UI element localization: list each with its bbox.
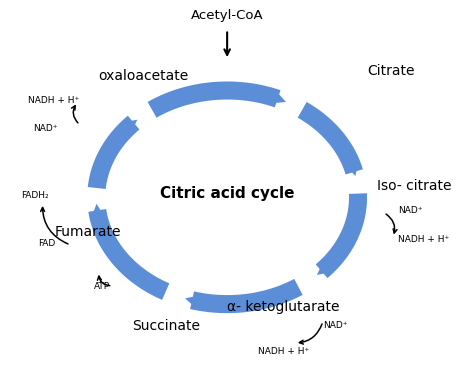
Text: NADH + H⁺: NADH + H⁺ (28, 96, 80, 104)
Text: Acetyl-CoA: Acetyl-CoA (191, 9, 264, 22)
Text: FADH₂: FADH₂ (21, 191, 49, 200)
Text: oxaloacetate: oxaloacetate (98, 69, 188, 83)
Text: NAD⁺: NAD⁺ (323, 320, 347, 330)
Text: Succinate: Succinate (132, 319, 201, 333)
Text: Citrate: Citrate (367, 65, 415, 79)
Text: NAD⁺: NAD⁺ (33, 124, 58, 133)
Text: Fumarate: Fumarate (54, 224, 121, 239)
Text: α- ketoglutarate: α- ketoglutarate (227, 300, 339, 314)
Text: NADH + H⁺: NADH + H⁺ (257, 347, 309, 356)
Text: NADH + H⁺: NADH + H⁺ (398, 235, 449, 244)
Text: Citric acid cycle: Citric acid cycle (160, 186, 294, 201)
Text: Iso- citrate: Iso- citrate (377, 179, 451, 193)
Text: ATP: ATP (94, 283, 110, 291)
Text: NAD⁺: NAD⁺ (398, 206, 422, 215)
Text: FAD: FAD (38, 239, 55, 248)
